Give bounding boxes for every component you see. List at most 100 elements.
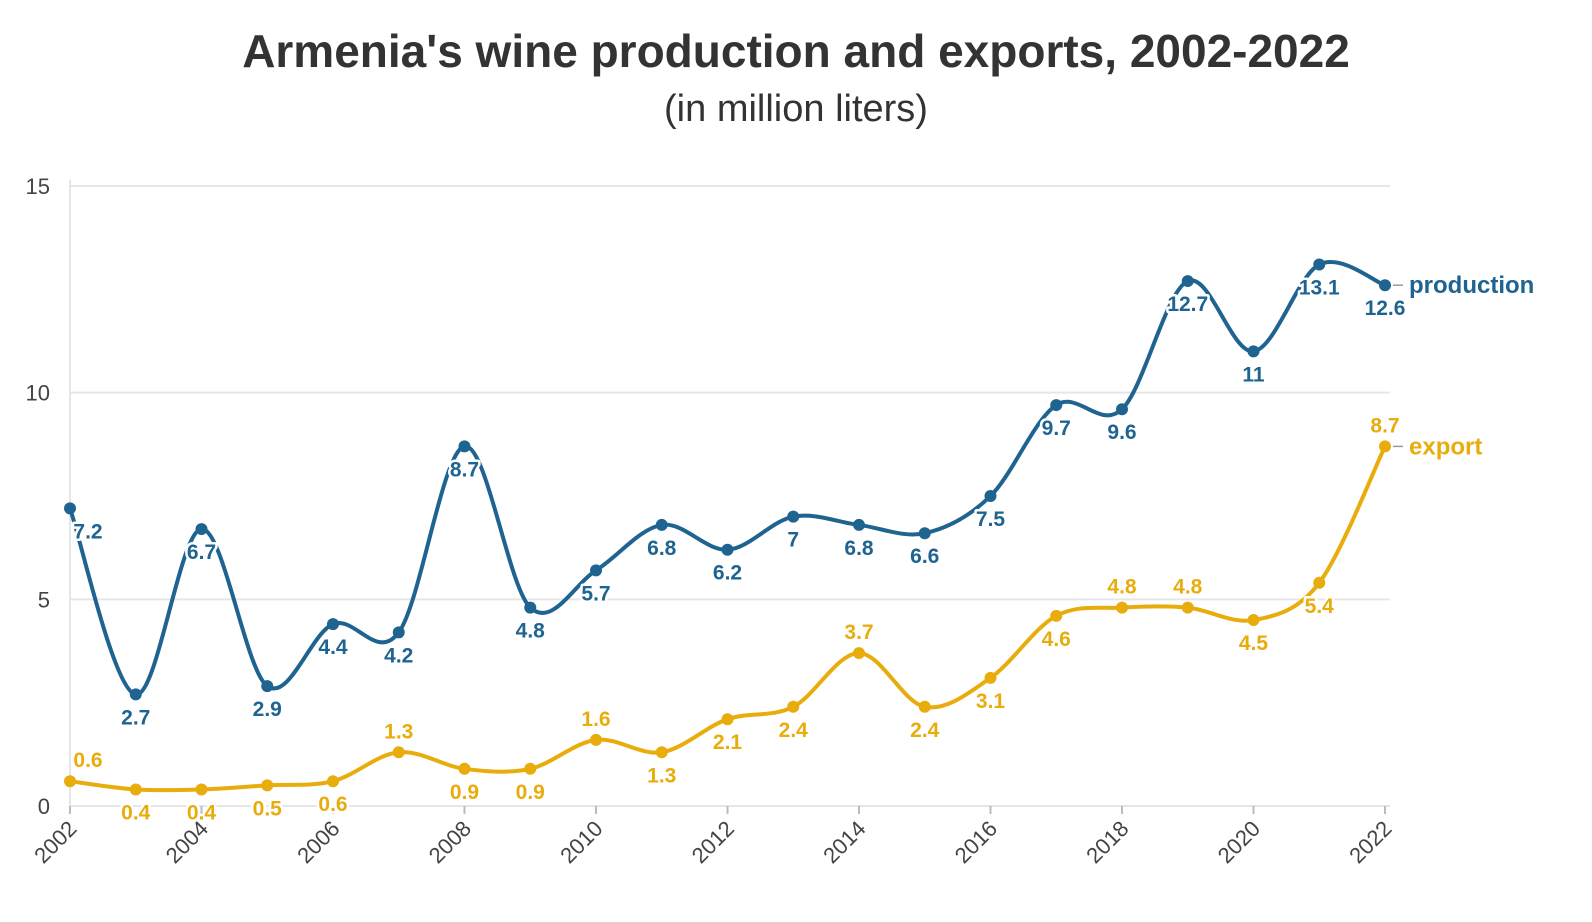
data-point-production [853, 518, 865, 531]
data-label-production: 9.7 [1042, 417, 1071, 440]
data-point-production [195, 523, 208, 536]
x-tick-label: 2020 [1213, 816, 1265, 868]
data-label-export: 0.9 [450, 781, 479, 804]
y-tick-label: 15 [26, 174, 50, 199]
y-tick-label: 0 [38, 794, 50, 819]
series-label-export: export [1409, 433, 1482, 460]
data-point-production [787, 510, 800, 523]
data-point-export [787, 700, 800, 713]
data-label-production: 7.5 [976, 508, 1006, 531]
data-label-export: 2.4 [779, 719, 809, 742]
x-tick-label: 2008 [424, 816, 476, 868]
data-label-export: 5.4 [1305, 595, 1335, 618]
data-label-production: 6.2 [713, 562, 742, 585]
data-point-export [1181, 601, 1194, 614]
data-point-production [590, 564, 602, 577]
data-point-production [1379, 279, 1391, 292]
x-tick-label: 2012 [687, 816, 739, 868]
data-point-export [1313, 576, 1326, 589]
data-label-export: 4.8 [1107, 576, 1137, 599]
data-point-export [64, 775, 76, 788]
data-point-production [524, 601, 537, 614]
data-label-production: 9.6 [1107, 421, 1136, 444]
data-label-export: 2.4 [910, 719, 940, 742]
x-tick-label: 2016 [950, 816, 1002, 868]
data-label-export: 1.6 [581, 708, 610, 731]
data-point-export [392, 746, 405, 759]
data-point-production [1313, 258, 1326, 271]
data-label-production: 4.2 [384, 644, 413, 667]
data-label-export: 4.5 [1239, 632, 1269, 655]
data-label-export: 1.3 [384, 720, 413, 743]
x-tick-label: 2022 [1344, 816, 1396, 868]
data-label-export: 0.9 [516, 781, 545, 804]
data-label-production: 6.8 [844, 537, 874, 560]
data-point-production [721, 543, 734, 556]
data-label-production: 7.2 [73, 520, 102, 543]
x-tick-label: 2018 [1081, 816, 1133, 868]
data-label-export: 0.4 [187, 801, 217, 824]
data-point-export [195, 783, 208, 796]
data-label-production: 7 [787, 529, 799, 552]
data-point-export [984, 671, 997, 684]
data-label-export: 0.6 [73, 749, 102, 772]
data-point-production [655, 518, 668, 531]
data-point-export [853, 647, 865, 660]
data-label-production: 12.7 [1167, 293, 1208, 316]
data-point-export [721, 713, 734, 726]
data-label-export: 0.5 [253, 797, 283, 820]
data-label-production: 6.6 [910, 545, 939, 568]
data-label-production: 4.4 [318, 636, 348, 659]
data-point-export [327, 775, 339, 788]
data-label-production: 2.9 [253, 698, 282, 721]
series-label-production: production [1409, 272, 1534, 299]
data-label-export: 4.6 [1042, 628, 1071, 651]
data-point-export [458, 762, 471, 775]
data-label-export: 0.4 [121, 801, 151, 824]
data-label-export: 0.6 [318, 793, 347, 816]
chart-title: Armenia's wine production and exports, 2… [242, 25, 1350, 77]
grid-lines [69, 180, 1390, 807]
data-point-production [984, 490, 997, 502]
data-label-export: 8.7 [1370, 414, 1399, 437]
series-line-production [68, 260, 1387, 697]
x-tick-label: 2010 [555, 816, 607, 868]
data-label-production: 11 [1242, 363, 1265, 386]
data-label-production: 2.7 [121, 706, 150, 729]
data-point-production [458, 440, 471, 453]
data-point-production [1247, 345, 1260, 358]
data-point-export [655, 746, 668, 759]
data-point-export [1379, 440, 1391, 453]
data-point-production [129, 688, 142, 701]
data-label-production: 4.8 [516, 620, 546, 643]
data-label-production: 6.7 [187, 541, 216, 564]
data-label-export: 1.3 [647, 764, 676, 787]
data-point-export [1050, 609, 1063, 622]
data-points [64, 258, 1391, 796]
y-tick-label: 5 [38, 587, 50, 612]
data-label-production: 12.6 [1365, 297, 1406, 320]
data-point-export [590, 733, 602, 746]
data-label-export: 3.1 [976, 690, 1006, 713]
data-label-production: 13.1 [1299, 277, 1340, 300]
data-point-export [1116, 601, 1128, 614]
data-point-production [1050, 399, 1063, 412]
data-point-production [64, 502, 76, 515]
data-label-export: 3.7 [844, 621, 873, 644]
data-point-export [524, 762, 537, 775]
data-point-production [1181, 275, 1194, 288]
data-label-production: 6.8 [647, 537, 677, 560]
data-point-export [918, 700, 931, 713]
data-point-export [1247, 614, 1260, 626]
data-label-production: 8.7 [450, 458, 479, 481]
data-point-production [1116, 403, 1128, 416]
data-label-production: 5.7 [581, 582, 610, 605]
data-point-production [261, 680, 274, 693]
data-label-export: 2.1 [713, 731, 743, 754]
y-tick-label: 10 [26, 381, 50, 406]
data-point-production [327, 618, 339, 631]
x-tick-label: 2014 [818, 816, 870, 868]
data-point-production [392, 626, 405, 639]
x-tick-label: 2006 [292, 816, 344, 868]
